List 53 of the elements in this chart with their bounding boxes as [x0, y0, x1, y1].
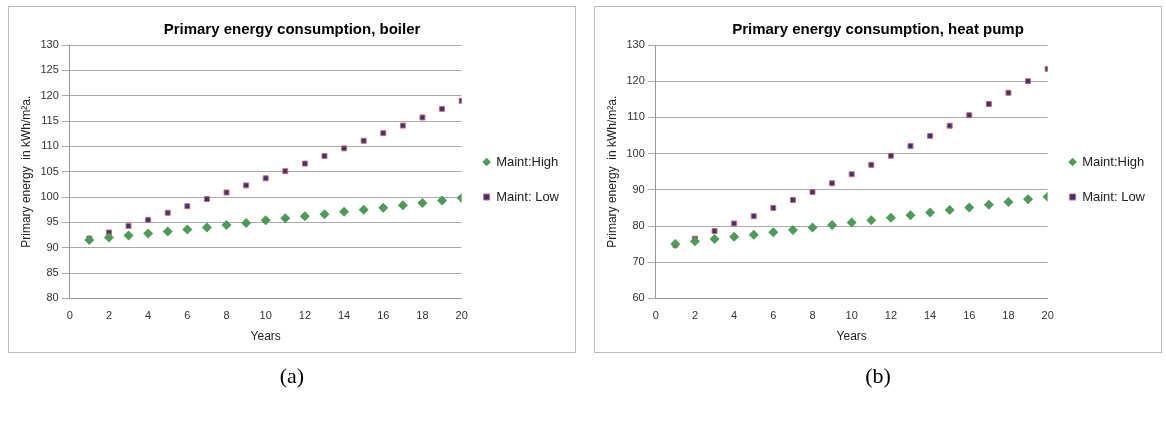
x-tick-label: 16	[377, 309, 390, 322]
y-tick-label: 120	[626, 74, 645, 87]
text: (a)	[279, 363, 305, 389]
y-tick-label: 90	[46, 240, 59, 253]
x-tick-label: 2	[691, 309, 698, 322]
legend-label: Maint:High	[496, 153, 559, 169]
legend-label: Maint: Low	[496, 188, 560, 204]
x-tick-label: 12	[298, 309, 312, 322]
x-tick-label: 14	[923, 309, 937, 322]
y-tick-label: 130	[626, 38, 645, 51]
y-tick-label: 120	[40, 88, 59, 101]
y-tick-label: 70	[632, 255, 645, 268]
x-tick-label: 12	[884, 309, 898, 322]
y-tick-label: 60	[632, 291, 645, 304]
y-tick-label: 125	[40, 63, 59, 76]
x-axis-title: Years	[250, 329, 281, 344]
x-tick-label: 10	[259, 309, 272, 322]
x-tick-label: 4	[731, 309, 738, 322]
x-tick-label: 4	[145, 309, 152, 322]
y-tick-label: 100	[626, 146, 645, 159]
chart-title: Primary energy consumption, heat pump	[732, 20, 1024, 38]
y-tick-label: 80	[632, 219, 645, 232]
y-tick-label: 110	[41, 139, 59, 152]
y-tick-label: 110	[627, 110, 645, 123]
x-tick-label: 2	[105, 309, 112, 322]
x-tick-label: 20	[455, 309, 468, 322]
x-tick-label: 10	[845, 309, 858, 322]
x-tick-label: 6	[184, 309, 191, 322]
y-tick-label: 90	[632, 182, 645, 195]
legend-label: Maint:High	[1082, 153, 1145, 169]
x-axis-title: Years	[836, 329, 867, 344]
y-axis-title: Primary energy in kWh/m²a.	[18, 95, 33, 248]
y-tick-label: 130	[40, 38, 59, 51]
y-tick-label: 105	[40, 164, 59, 177]
x-tick-label: 20	[1041, 309, 1054, 322]
y-tick-label: 100	[40, 190, 59, 203]
x-tick-label: 14	[337, 309, 351, 322]
y-axis-title: Primary energy in kWh/m²a.	[604, 95, 619, 248]
y-tick-label: 85	[46, 266, 59, 279]
x-tick-label: 6	[770, 309, 777, 322]
y-tick-label: 80	[46, 291, 59, 304]
x-tick-label: 0	[652, 309, 659, 322]
text: (b)	[865, 363, 891, 389]
x-tick-label: 18	[1002, 309, 1015, 322]
chart-title: Primary energy consumption, boiler	[163, 20, 421, 38]
x-tick-label: 0	[66, 309, 73, 322]
x-tick-label: 8	[809, 309, 816, 322]
x-tick-label: 8	[223, 309, 230, 322]
y-tick-label: 115	[41, 114, 59, 127]
x-tick-label: 16	[963, 309, 976, 322]
legend-label: Maint: Low	[1082, 188, 1146, 204]
y-tick-label: 95	[46, 215, 59, 228]
x-tick-label: 18	[416, 309, 429, 322]
